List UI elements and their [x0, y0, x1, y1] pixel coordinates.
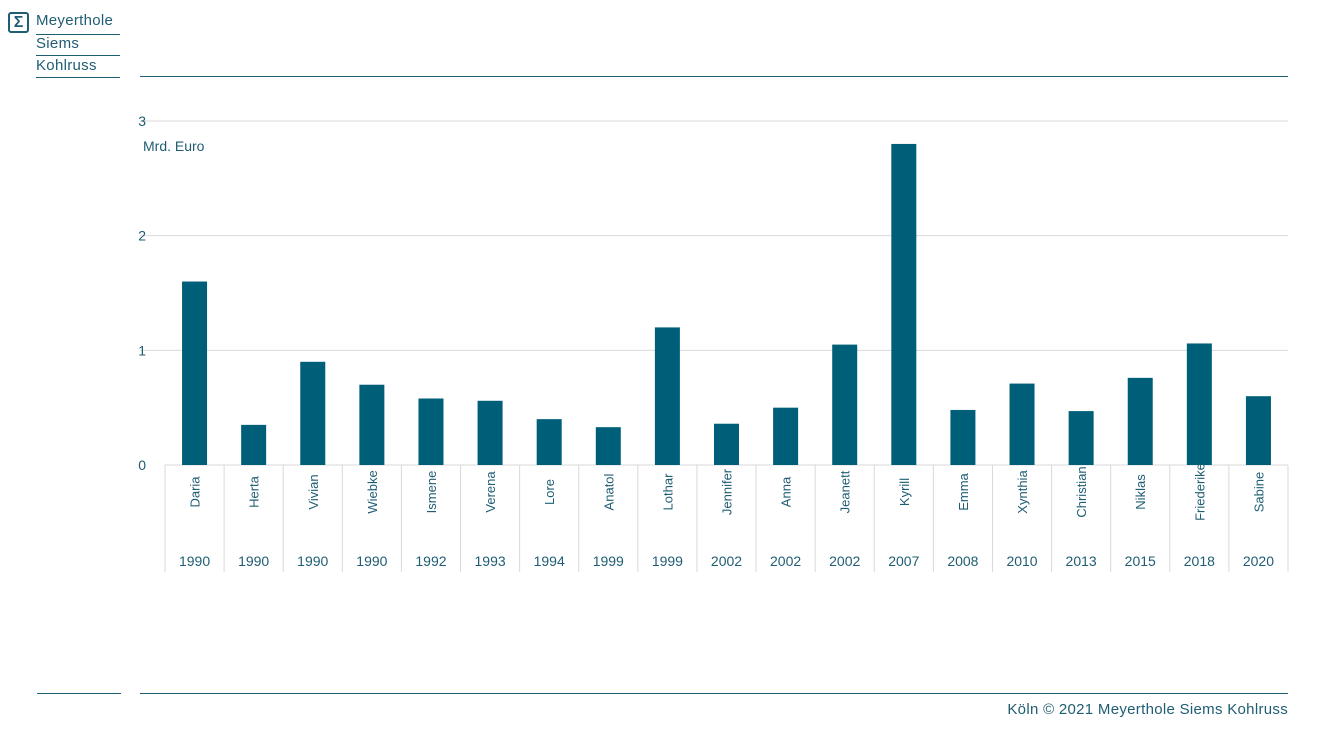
x-category-label: Emma: [956, 472, 971, 510]
x-year-label: 2002: [770, 553, 801, 569]
x-year-label: 2020: [1243, 553, 1274, 569]
header-divider: [140, 76, 1288, 77]
y-tick-label: 0: [138, 457, 146, 473]
x-year-label: 1990: [297, 553, 328, 569]
x-year-label: 2002: [711, 553, 742, 569]
x-category-label: Wiebke: [365, 470, 380, 513]
x-category-label: Jeanett: [838, 470, 853, 513]
bar: [950, 409, 976, 465]
sigma-icon: Σ: [8, 12, 29, 33]
x-year-label: 2007: [888, 553, 919, 569]
x-year-label: 1990: [356, 553, 387, 569]
x-year-label: 1993: [475, 553, 506, 569]
x-category-label: Verena: [483, 471, 498, 513]
x-year-label: 2013: [1066, 553, 1097, 569]
y-axis-label: Mrd. Euro: [143, 138, 205, 154]
x-category-label: Niklas: [1133, 474, 1148, 510]
bar: [1186, 343, 1212, 465]
x-category-label: Anna: [779, 476, 794, 507]
bar: [300, 361, 326, 465]
brand-rule-2: [36, 55, 120, 56]
bar: [418, 398, 444, 465]
y-tick-label: 2: [138, 228, 146, 244]
brand-logo: Σ Meyerthole Siems Kohlruss: [8, 10, 122, 78]
x-year-label: 1990: [179, 553, 210, 569]
x-year-label: 2002: [829, 553, 860, 569]
bar: [1068, 411, 1094, 465]
x-category-label: Lothar: [660, 473, 675, 511]
footer-copyright: Köln © 2021 Meyerthole Siems Kohlruss: [1007, 701, 1288, 718]
bar: [1009, 383, 1035, 465]
bar: [773, 407, 799, 465]
bar: [536, 419, 562, 465]
x-category-label: Lore: [542, 479, 557, 505]
bar: [477, 400, 503, 465]
x-category-label: Daria: [188, 476, 203, 508]
x-category-label: Anatol: [601, 473, 616, 510]
footer-divider: [140, 693, 1288, 694]
brand-rule-1: [36, 34, 120, 35]
bar: [595, 427, 621, 465]
x-category-label: Sabine: [1251, 472, 1266, 512]
bar: [1245, 396, 1271, 465]
x-year-label: 2008: [947, 553, 978, 569]
x-category-label: Xynthia: [1015, 470, 1030, 514]
x-year-label: 1999: [593, 553, 624, 569]
bar: [359, 384, 385, 465]
bar: [182, 281, 208, 465]
bar: [832, 344, 858, 465]
x-category-label: Kyrill: [897, 478, 912, 506]
bar: [714, 423, 739, 465]
brand-rule-3: [36, 77, 120, 78]
brand-line-2: Siems: [36, 35, 80, 52]
y-tick-label: 3: [138, 113, 146, 129]
x-category-label: Christian: [1074, 466, 1089, 517]
brand-line-3: Kohlruss: [36, 57, 97, 74]
x-category-label: Herta: [247, 475, 262, 508]
y-tick-label: 1: [138, 342, 146, 358]
x-category-label: Ismene: [424, 471, 439, 514]
x-year-label: 1994: [534, 553, 565, 569]
x-year-label: 1999: [652, 553, 683, 569]
brand-line-1: Meyerthole: [36, 12, 114, 29]
bar: [1127, 377, 1153, 465]
bar: [241, 424, 267, 465]
x-category-label: Friederike: [1192, 463, 1207, 521]
x-year-label: 1992: [415, 553, 446, 569]
x-category-label: Jennifer: [720, 468, 735, 515]
x-year-label: 2010: [1006, 553, 1037, 569]
x-year-label: 1990: [238, 553, 269, 569]
x-category-label: Vivian: [306, 474, 321, 509]
x-year-label: 2015: [1125, 553, 1156, 569]
bar: [891, 143, 917, 465]
bar: [654, 327, 680, 465]
x-year-label: 2018: [1184, 553, 1215, 569]
footer-divider-left: [37, 693, 121, 694]
